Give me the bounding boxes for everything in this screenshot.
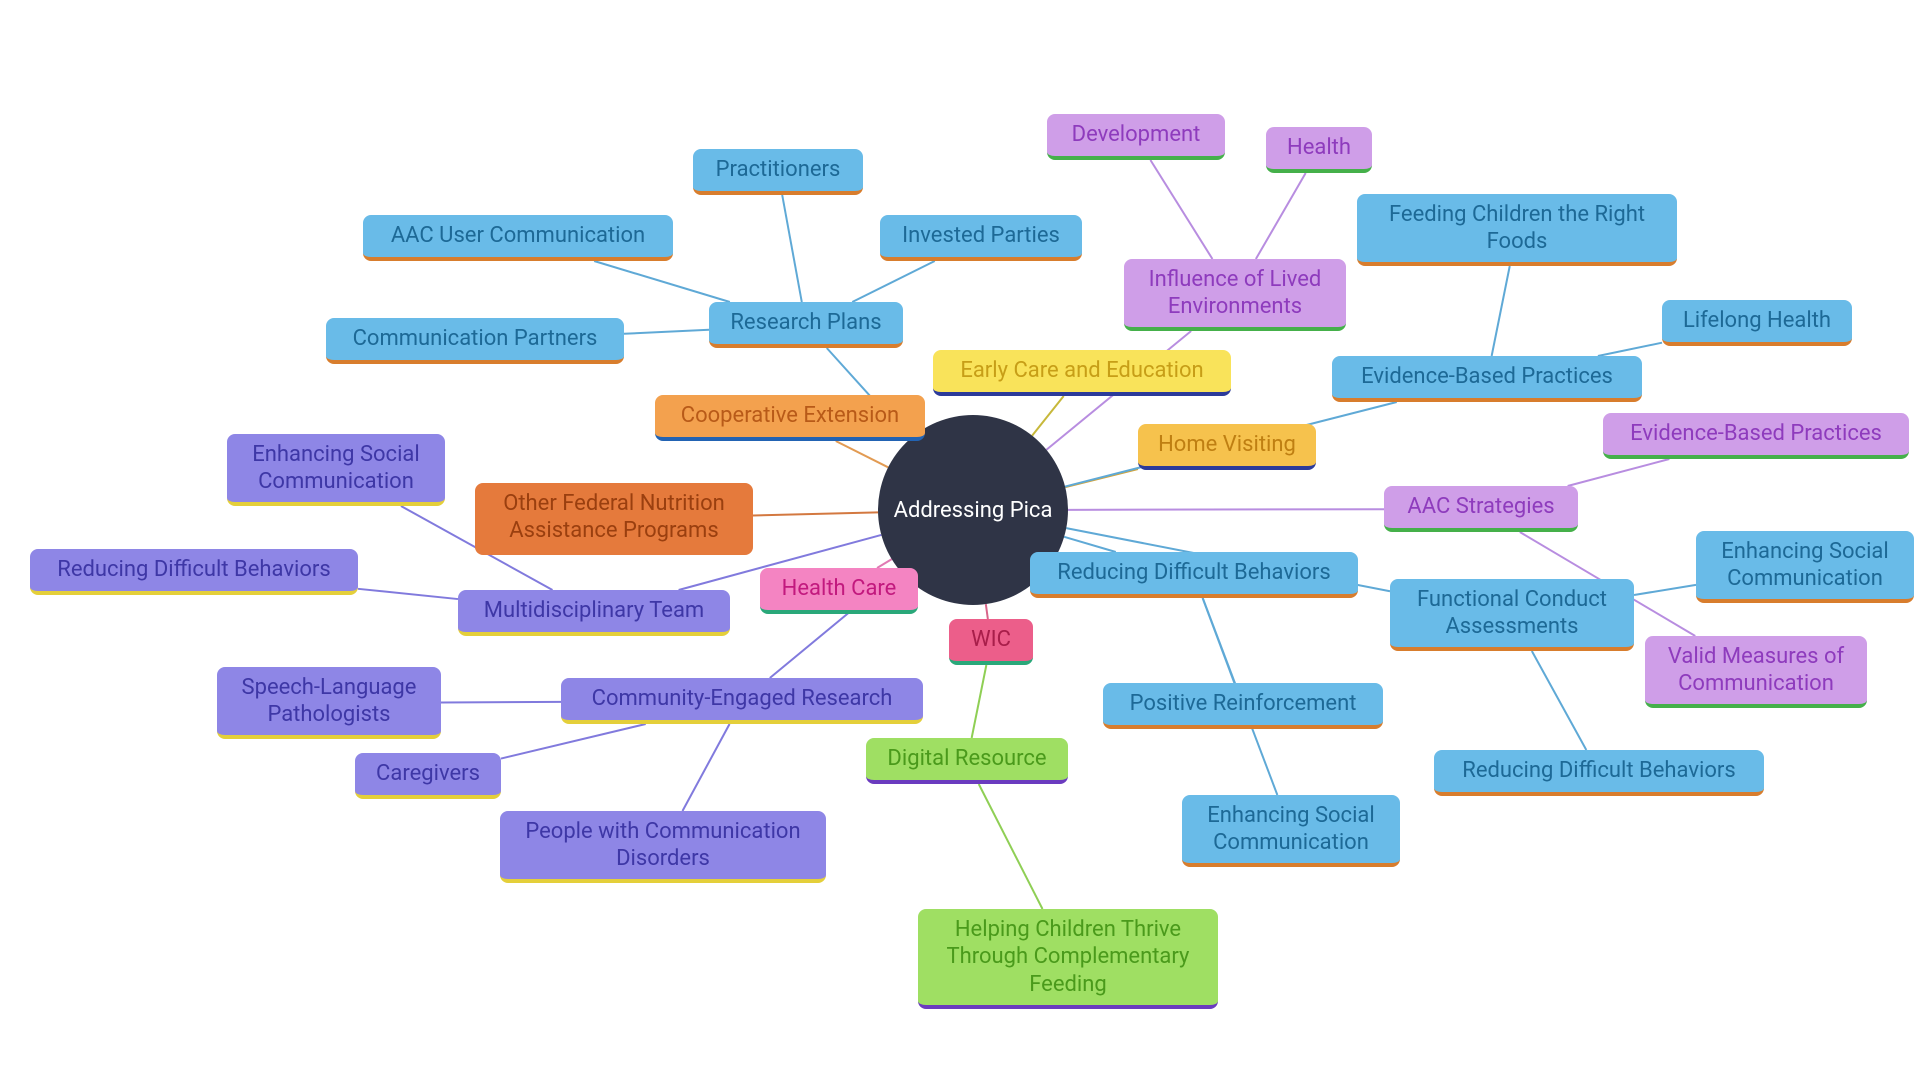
node-label: Reducing Difficult Behaviors [1057, 559, 1330, 587]
node-reducing-difficult-left: Reducing Difficult Behaviors [30, 549, 358, 595]
node-enhancing-social-right: Enhancing Social Communication [1696, 531, 1914, 603]
node-label: Positive Reinforcement [1130, 690, 1357, 718]
node-label: Cooperative Extension [681, 402, 899, 430]
node-reducing-difficult-right: Reducing Difficult Behaviors [1030, 552, 1358, 598]
node-label: Development [1072, 121, 1201, 149]
node-aac-strategies: AAC Strategies [1384, 486, 1578, 532]
node-multidisciplinary: Multidisciplinary Team [458, 590, 730, 636]
node-label: Health Care [782, 575, 897, 603]
node-label: Practitioners [716, 156, 841, 184]
node-label: Communication Partners [353, 325, 598, 353]
node-label: Early Care and Education [960, 357, 1203, 385]
node-label: People with Communication Disorders [525, 818, 800, 873]
node-feeding-right-foods: Feeding Children the Right Foods [1357, 194, 1677, 266]
diagram-canvas: Addressing Pica Development Health Influenc… [0, 0, 1920, 1080]
node-label: Speech-Language Pathologists [242, 674, 417, 729]
node-label: Invested Parties [902, 222, 1060, 250]
node-label: Valid Measures of Communication [1668, 643, 1844, 698]
node-home-visiting: Home Visiting [1138, 424, 1316, 470]
node-label: Influence of Lived Environments [1149, 266, 1322, 321]
node-health: Health [1266, 127, 1372, 173]
node-research-plans: Research Plans [709, 302, 903, 348]
node-people-comm-disorders: People with Communication Disorders [500, 811, 826, 883]
node-positive-reinforcement: Positive Reinforcement [1103, 683, 1383, 729]
node-label: Functional Conduct Assessments [1417, 586, 1607, 641]
node-wic: WIC [949, 619, 1033, 665]
node-caregivers: Caregivers [355, 753, 501, 799]
node-enhancing-social-left: Enhancing Social Communication [227, 434, 445, 506]
node-label: Other Federal Nutrition Assistance Progr… [503, 490, 725, 545]
node-label: Reducing Difficult Behaviors [57, 556, 330, 584]
node-lifelong-health: Lifelong Health [1662, 300, 1852, 346]
node-label: Caregivers [376, 760, 480, 788]
node-label: AAC User Communication [391, 222, 645, 250]
node-label: Home Visiting [1158, 431, 1296, 459]
node-helping-children-thrive: Helping Children Thrive Through Compleme… [918, 909, 1218, 1009]
node-practitioners: Practitioners [693, 149, 863, 195]
node-label: Research Plans [730, 309, 881, 337]
node-label: Enhancing Social Communication [1207, 802, 1375, 857]
node-health-care: Health Care [760, 568, 918, 614]
node-label: Digital Resource [887, 745, 1046, 773]
node-label: AAC Strategies [1407, 493, 1554, 521]
node-early-care-edu: Early Care and Education [933, 350, 1231, 396]
node-enhancing-social-bottom: Enhancing Social Communication [1182, 795, 1400, 867]
node-communication-partners: Communication Partners [326, 318, 624, 364]
node-influence-lived-env: Influence of Lived Environments [1124, 259, 1346, 331]
node-development: Development [1047, 114, 1225, 160]
node-label: Community-Engaged Research [592, 685, 893, 713]
node-label: Enhancing Social Communication [1721, 538, 1889, 593]
node-label: Reducing Difficult Behaviors [1462, 757, 1735, 785]
node-label: Health [1287, 134, 1351, 162]
node-label: Evidence-Based Practices [1361, 363, 1613, 391]
node-aac-user-comm: AAC User Communication [363, 215, 673, 261]
node-other-federal: Other Federal Nutrition Assistance Progr… [475, 483, 753, 555]
node-label: Evidence-Based Practices [1630, 420, 1882, 448]
node-community-engaged: Community-Engaged Research [561, 678, 923, 724]
node-digital-resource: Digital Resource [866, 738, 1068, 784]
node-invested-parties: Invested Parties [880, 215, 1082, 261]
node-label: Helping Children Thrive Through Compleme… [947, 916, 1190, 999]
node-speech-lang: Speech-Language Pathologists [217, 667, 441, 739]
center-label: Addressing Pica [894, 498, 1053, 523]
node-reducing-difficult-br: Reducing Difficult Behaviors [1434, 750, 1764, 796]
node-label: Enhancing Social Communication [252, 441, 420, 496]
node-cooperative-extension: Cooperative Extension [655, 395, 925, 441]
node-label: Feeding Children the Right Foods [1389, 201, 1645, 256]
node-functional-conduct: Functional Conduct Assessments [1390, 579, 1634, 651]
node-valid-measures: Valid Measures of Communication [1645, 636, 1867, 708]
node-label: Lifelong Health [1683, 307, 1831, 335]
node-label: WIC [971, 626, 1011, 654]
node-evidence-based-purple: Evidence-Based Practices [1603, 413, 1909, 459]
node-evidence-based-blue: Evidence-Based Practices [1332, 356, 1642, 402]
node-label: Multidisciplinary Team [484, 597, 704, 625]
